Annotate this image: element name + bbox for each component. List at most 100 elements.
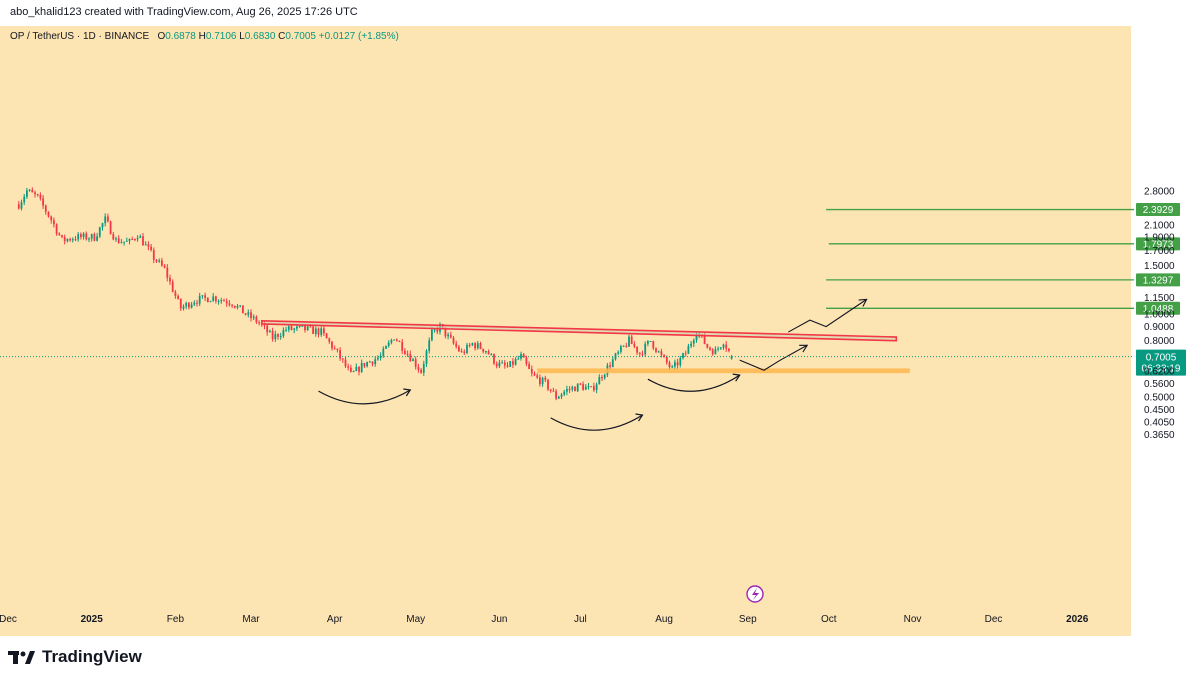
candle-body: [560, 394, 563, 397]
tradingview-brand[interactable]: TradingView: [8, 647, 142, 667]
candle-body: [144, 244, 147, 246]
candle-body: [93, 234, 96, 241]
candle-body: [625, 345, 628, 347]
candle-body: [703, 335, 706, 344]
candle-body: [368, 361, 371, 363]
candle-body: [323, 328, 325, 334]
candle-body: [571, 386, 574, 390]
candle-body: [244, 313, 247, 315]
candle-body: [655, 348, 657, 352]
candle-body: [692, 340, 695, 344]
arc-arrow-head: [732, 373, 741, 382]
candle-body: [576, 383, 579, 392]
legend-open-label: O: [157, 31, 166, 42]
candle-body: [274, 334, 277, 340]
candle-body: [228, 303, 231, 305]
plot-area[interactable]: [0, 26, 1131, 602]
candle-body: [304, 325, 306, 331]
candle-body: [620, 346, 622, 352]
candle-body: [82, 233, 85, 238]
rounding-arc[interactable]: [318, 389, 411, 405]
candle-body: [730, 356, 733, 359]
candle-body: [579, 383, 582, 385]
candle-body: [630, 336, 633, 345]
legend-high-value: 0.7106: [205, 31, 237, 42]
candle-body: [595, 384, 598, 391]
candle-body: [649, 340, 652, 342]
candle-body: [385, 346, 387, 349]
candle-body: [509, 361, 512, 367]
candle-body: [447, 334, 449, 337]
candle-body: [198, 296, 201, 304]
top-bar: abo_khalid123 created with TradingView.c…: [0, 0, 1200, 26]
rounding-arc[interactable]: [550, 414, 643, 431]
support-zone[interactable]: [537, 368, 910, 374]
candle-body: [463, 351, 466, 354]
candle-body: [134, 239, 136, 241]
candle-body: [179, 298, 182, 309]
rounding-arc[interactable]: [647, 374, 741, 392]
target-price-tag: [1136, 203, 1180, 217]
y-tick-label: 0.5000: [1144, 392, 1175, 403]
candle-body: [533, 373, 536, 376]
candle-body: [109, 221, 112, 235]
candle-body: [77, 234, 80, 240]
candle-body: [722, 344, 725, 348]
candle-body: [98, 227, 101, 237]
candle-body: [431, 329, 433, 341]
resistance-channel[interactable]: [260, 319, 898, 342]
candle-body: [188, 302, 190, 308]
candle-body: [652, 340, 655, 349]
legend-symbol[interactable]: OP / TetherUS · 1D · BINANCE: [10, 31, 150, 42]
projection-arrow-head: [858, 298, 868, 307]
candle-body: [58, 233, 61, 236]
y-tick-label: 0.4050: [1144, 418, 1175, 429]
candle-body: [709, 347, 711, 350]
target-price-tag: [1136, 301, 1180, 315]
candle-body: [371, 361, 374, 365]
candle-body: [223, 300, 225, 302]
time-axis[interactable]: [0, 602, 1131, 636]
candle-body: [61, 235, 63, 237]
candle-body: [617, 351, 620, 354]
candle-body: [387, 342, 390, 347]
candle-body: [512, 361, 514, 365]
countdown-label: 06:33:19: [1142, 364, 1181, 375]
candle-body: [466, 344, 468, 354]
candle-body: [366, 362, 368, 367]
candle-body: [320, 328, 323, 335]
candle-body: [177, 295, 179, 299]
candle-body: [728, 348, 730, 351]
candle-body: [498, 362, 501, 367]
candle-body: [193, 302, 196, 305]
candle-body: [28, 189, 31, 191]
candle-body: [220, 300, 223, 302]
candle-body: [636, 346, 638, 353]
candle-body: [412, 359, 414, 362]
candle-body: [528, 363, 530, 369]
candle-body: [657, 351, 660, 353]
candle-body: [258, 322, 260, 324]
legend-open-value: 0.6878: [165, 31, 196, 42]
x-tick-label: Dec: [985, 614, 1003, 625]
legend-high-label: H: [198, 31, 206, 42]
candle-body: [296, 326, 298, 329]
candle-body: [339, 349, 341, 359]
candle-body: [233, 305, 236, 308]
target-price-label: 2.3929: [1143, 205, 1174, 216]
candle-body: [525, 357, 528, 364]
candle-body: [112, 234, 115, 240]
candle-body: [377, 357, 379, 360]
candle-body: [485, 351, 487, 353]
projection-path[interactable]: [739, 344, 808, 371]
candle-body: [487, 351, 490, 355]
candle-body: [350, 367, 352, 372]
candle-body: [333, 348, 336, 350]
y-tick-label: 0.5600: [1144, 379, 1175, 390]
candle-body: [117, 238, 120, 243]
candle-body: [23, 196, 26, 203]
candle-body: [96, 236, 98, 241]
projection-path[interactable]: [788, 298, 867, 333]
y-tick-label: 0.6200: [1144, 367, 1175, 378]
